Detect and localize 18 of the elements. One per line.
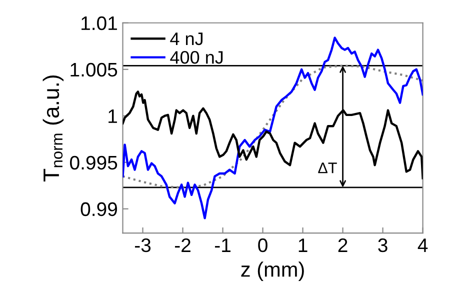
y-tick-label: 0.99 bbox=[80, 202, 117, 216]
legend-label: 4 nJ bbox=[170, 32, 202, 46]
annotation: ΔT bbox=[318, 162, 337, 174]
x-axis-title: z (mm) bbox=[241, 262, 304, 281]
y-tick-label: 1.005 bbox=[70, 62, 118, 77]
y-tick-label: 1 bbox=[108, 110, 117, 123]
y-tick-label: 1.01 bbox=[82, 16, 117, 30]
x-tick-label: -2 bbox=[174, 238, 190, 252]
x-tick-label: 1 bbox=[298, 238, 308, 252]
legend-label: 400 nJ bbox=[170, 51, 223, 64]
y-axis-title: T$_{norm}$ (a.u.) bbox=[42, 75, 64, 182]
x-tick-label: 3 bbox=[378, 238, 388, 252]
x-tick-label: 0 bbox=[258, 238, 268, 252]
x-tick-label: -1 bbox=[215, 238, 230, 252]
x-tick-label: 2 bbox=[338, 238, 348, 252]
y-tick-label: 0.995 bbox=[70, 156, 118, 170]
x-tick-label: 4 bbox=[418, 238, 428, 252]
x-tick-label: -3 bbox=[134, 238, 151, 252]
